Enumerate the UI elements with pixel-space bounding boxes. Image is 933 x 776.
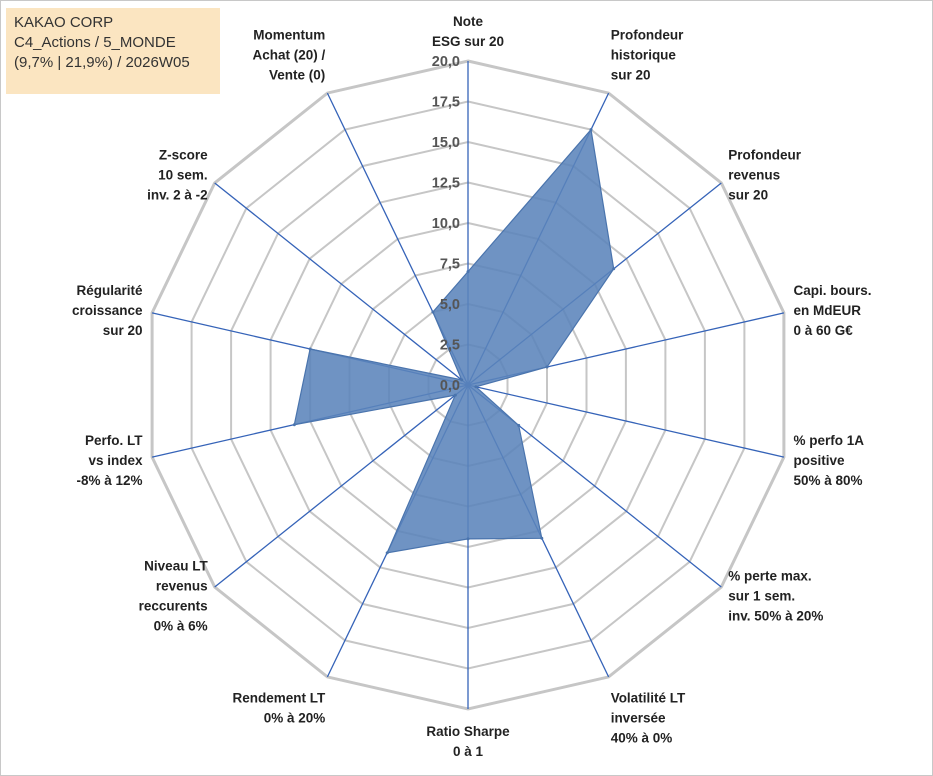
data-point-7 [466,537,470,541]
axis-label-9-line-0: Niveau LT [144,559,208,574]
tick-label-1: 2,5 [440,338,460,354]
axis-label-13-line-2: Vente (0) [269,68,325,83]
axis-label-1: Profondeur historique sur 20 [611,28,684,83]
tick-label-6: 15,0 [432,135,460,151]
tick-label-4: 10,0 [432,216,460,232]
portfolio-category: C4_Actions / 5_MONDE [14,34,176,51]
axis-label-7-line-0: Ratio Sharpe [426,724,510,739]
axis-label-3: Capi. bours. en MdEUR 0 à 60 G€ [794,283,872,338]
company-name: KAKAO CORP [14,14,114,31]
axis-label-4: % perfo 1A positive 50% à 80% [794,433,865,488]
data-point-2 [612,267,616,271]
axis-label-5: % perte max. sur 1 sem. inv. 50% à 20% [728,569,823,624]
data-point-13 [431,310,435,314]
data-point-0 [466,270,470,274]
axis-label-11-line-1: croissance [72,303,143,318]
axis-label-3-line-0: Capi. bours. [794,283,872,298]
axis-label-2-line-0: Profondeur [728,147,801,162]
axis-label-12: Z-score 10 sem. inv. 2 à -2 [147,147,208,202]
axis-label-6-line-1: inversée [611,711,666,726]
data-point-12 [460,378,464,382]
axis-label-4-line-1: positive [794,453,846,468]
spoke-4 [467,384,785,458]
chart-header-box: KAKAO CORP C4_Actions / 5_MONDE (9,7% | … [6,8,220,94]
axis-label-10-line-0: Perfo. LT [85,433,143,448]
tick-label-5: 12,5 [432,176,460,192]
axis-label-4-line-0: % perfo 1A [794,433,865,448]
axis-label-9-line-3: 0% à 6% [154,619,208,634]
axis-label-5-line-2: inv. 50% à 20% [728,609,823,624]
axis-label-2-line-1: revenus [728,167,780,182]
axis-label-10-line-1: vs index [88,453,143,468]
axis-label-6-line-0: Volatilité LT [611,691,686,706]
axis-label-8-line-0: Rendement LT [233,691,327,706]
tick-label-0: 0,0 [440,378,460,394]
spoke-9 [214,384,469,588]
axis-label-5-line-0: % perte max. [728,569,811,584]
axis-label-0-line-1: ESG sur 20 [432,34,504,49]
tick-label-7: 17,5 [432,95,460,111]
spoke-12 [214,182,469,386]
performance-period: (9,7% | 21,9%) / 2026W05 [14,54,190,71]
data-point-8 [385,551,389,555]
axis-label-9-line-2: reccurents [139,599,208,614]
axis-label-6: Volatilité LT inversée 40% à 0% [611,691,686,746]
data-point-5 [517,423,521,427]
data-point-10 [292,423,296,427]
axis-label-1-line-2: sur 20 [611,68,651,83]
axis-label-9-line-1: revenus [156,579,208,594]
data-point-6 [540,536,544,540]
data-point-4 [474,385,478,389]
data-point-1 [589,128,593,132]
axis-label-0: Note ESG sur 20 [432,14,504,49]
axis-label-13-line-0: Momentum [253,28,325,43]
axis-label-2-line-2: sur 20 [728,187,768,202]
axis-label-7: Ratio Sharpe 0 à 1 [426,724,510,759]
axis-label-1-line-0: Profondeur [611,28,684,43]
axis-label-7-line-1: 0 à 1 [453,744,484,759]
axis-label-12-line-1: 10 sem. [158,167,208,182]
axis-label-5-line-1: sur 1 sem. [728,589,795,604]
axis-label-4-line-2: 50% à 80% [794,473,863,488]
axis-label-12-line-2: inv. 2 à -2 [147,187,208,202]
axis-label-13: Momentum Achat (20) / Vente (0) [253,28,326,83]
tick-label-3: 7,5 [440,257,460,273]
axis-label-6-line-2: 40% à 0% [611,731,673,746]
axis-label-11: Régularité croissance sur 20 [72,283,143,338]
axis-label-11-line-0: Régularité [76,283,143,298]
axis-label-8-line-1: 0% à 20% [264,711,326,726]
axis-label-10: Perfo. LT vs index -8% à 12% [76,433,143,488]
axis-label-9: Niveau LT revenus reccurents 0% à 6% [139,559,209,634]
data-point-3 [545,365,549,369]
axis-label-2: Profondeur revenus sur 20 [728,147,801,202]
tick-label-8: 20,0 [432,54,460,70]
axis-label-10-line-2: -8% à 12% [76,473,142,488]
axis-label-13-line-1: Achat (20) / [253,48,326,63]
data-point-9 [453,393,457,397]
axis-label-0-line-0: Note [453,14,483,29]
axis-label-1-line-1: historique [611,48,677,63]
axis-label-11-line-2: sur 20 [103,323,143,338]
axis-label-3-line-1: en MdEUR [794,303,862,318]
data-point-11 [308,347,312,351]
axis-label-3-line-2: 0 à 60 G€ [794,323,854,338]
tick-label-2: 5,0 [440,297,460,313]
axis-label-8: Rendement LT 0% à 20% [233,691,327,726]
axis-label-12-line-0: Z-score [159,147,208,162]
